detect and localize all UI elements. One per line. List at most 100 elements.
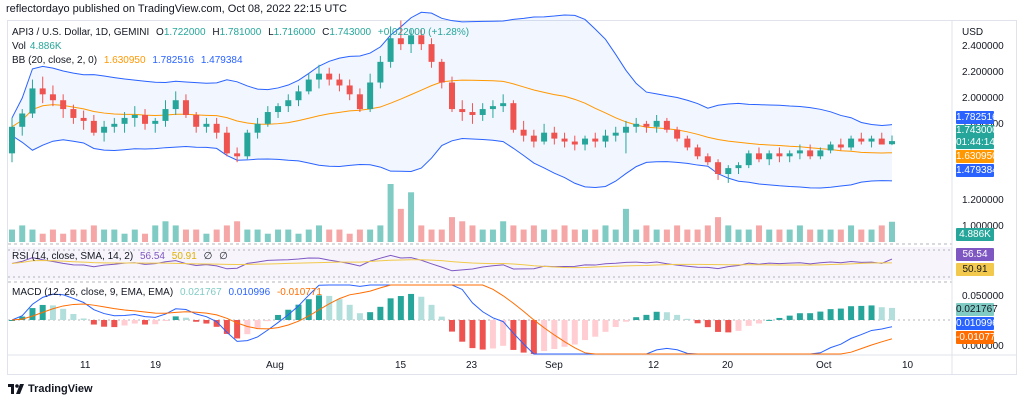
macd-histogram-bar (336, 299, 343, 320)
symbol-label: API3 / U.S. Dollar, 1D, GEMINI (12, 27, 150, 38)
macd-histogram-bar (264, 320, 271, 322)
time-tick-8: Oct (816, 360, 832, 371)
candle-body (889, 141, 895, 145)
candle-body (776, 153, 783, 157)
volume-bar (70, 229, 77, 242)
volume-bar (633, 229, 640, 242)
candle-body (285, 100, 292, 107)
time-tick-2: Aug (266, 360, 284, 371)
volume-bars (9, 184, 895, 242)
volume-bar (479, 229, 486, 242)
currency-label: USD (962, 27, 984, 38)
volume-bar (817, 229, 824, 242)
candle-body (111, 123, 118, 127)
volume-bar (234, 221, 241, 242)
volume-bar (541, 229, 548, 242)
volume-bar (9, 229, 15, 242)
candle-body (745, 153, 752, 166)
bb-lower-tag: 1.479384 (956, 164, 998, 177)
candle-body (295, 91, 302, 101)
volume-bar (264, 233, 271, 242)
macd-histogram-bar (356, 313, 363, 320)
macd-histogram-bar (182, 317, 189, 320)
rsi-tag: 56.54 (956, 248, 994, 261)
bb-lower-value: 1.479384 (200, 55, 243, 66)
rsi-extra-1: ∅ (203, 251, 213, 262)
macd-legend: MACD (12, 26, close, 9, EMA, EMA) 0.0217… (12, 287, 326, 298)
candle-body (500, 103, 507, 107)
macd-histogram-bar (633, 317, 640, 320)
volume-bar (858, 229, 865, 242)
bb-upper-line (11, 11, 893, 127)
macd-histogram-bar (234, 320, 241, 339)
macd-hist-tag: 0.021767 (956, 303, 998, 316)
macd-histogram-bar (827, 309, 834, 320)
macd-histogram-bar (694, 320, 701, 324)
rsi-label: RSI (14, close, SMA, 14, 2) (12, 251, 134, 262)
volume-bar (275, 229, 282, 242)
time-tick-7: 20 (722, 360, 734, 371)
candle-body (796, 150, 803, 154)
candle-body (807, 150, 814, 157)
macd-tag: 0.010996 (956, 317, 998, 330)
macd-histogram-bar (275, 314, 282, 320)
macd-histogram-bar (326, 295, 333, 320)
candle-body (397, 38, 404, 45)
macd-histogram-bar (766, 319, 773, 321)
volume-bar (889, 221, 895, 242)
macd-histogram-bar (715, 320, 722, 332)
macd-histogram-bar (684, 318, 691, 320)
footer: TradingView (8, 383, 93, 395)
macd-histogram-bar (315, 295, 322, 320)
macd-histogram-bar (60, 308, 67, 320)
candle-body (142, 114, 149, 124)
volume-bar (561, 225, 568, 242)
tradingview-logo-icon (8, 384, 24, 394)
volume-bar (520, 229, 527, 242)
volume-bar (684, 229, 691, 242)
candle-body (817, 150, 824, 157)
volume-bar (592, 229, 599, 242)
macd-histogram-bar (101, 320, 108, 327)
candle-body (131, 114, 138, 118)
chart-frame[interactable] (7, 20, 1017, 375)
volume-bar (131, 229, 138, 242)
volume-bar (735, 229, 742, 242)
rsi-legend: RSI (14, close, SMA, 14, 2) 56.54 50.91 … (12, 251, 232, 262)
volume-bar (367, 229, 374, 242)
volume-bar (121, 233, 128, 242)
candle-body (592, 138, 599, 142)
volume-bar (19, 225, 26, 242)
candle-body (60, 100, 67, 110)
candle-body (653, 120, 660, 127)
macd-hist-value: 0.021767 (179, 287, 222, 298)
macd-histogram-bar (80, 318, 87, 320)
candle-body (172, 100, 179, 110)
macd-histogram-bar (602, 320, 609, 332)
price-tick-1: 2.200000 (962, 67, 1004, 78)
candle-body (766, 153, 773, 160)
volume-bar (766, 229, 773, 242)
candle-body (90, 120, 97, 133)
bb-lower-line (11, 135, 893, 189)
candle-body (305, 79, 312, 92)
close-label: C (322, 27, 330, 38)
macd-histogram-bar (735, 320, 742, 331)
candles (9, 20, 895, 183)
macd-pane (8, 284, 952, 355)
macd-histogram-bar (449, 320, 455, 332)
volume-bar (101, 229, 108, 242)
high-value: H1.781000 (212, 27, 261, 38)
volume-bar (755, 225, 762, 242)
volume-bar (326, 229, 333, 242)
last-price-tag: 1.743000 01:44:14 (956, 125, 998, 149)
volume-bar (653, 229, 660, 242)
candle-body (725, 168, 732, 175)
volume-bar (162, 221, 169, 242)
candle-body (868, 138, 875, 142)
candle-body (704, 156, 711, 163)
candle-body (735, 165, 742, 169)
volume-bar (111, 229, 118, 242)
macd-histogram-bar (561, 320, 568, 347)
